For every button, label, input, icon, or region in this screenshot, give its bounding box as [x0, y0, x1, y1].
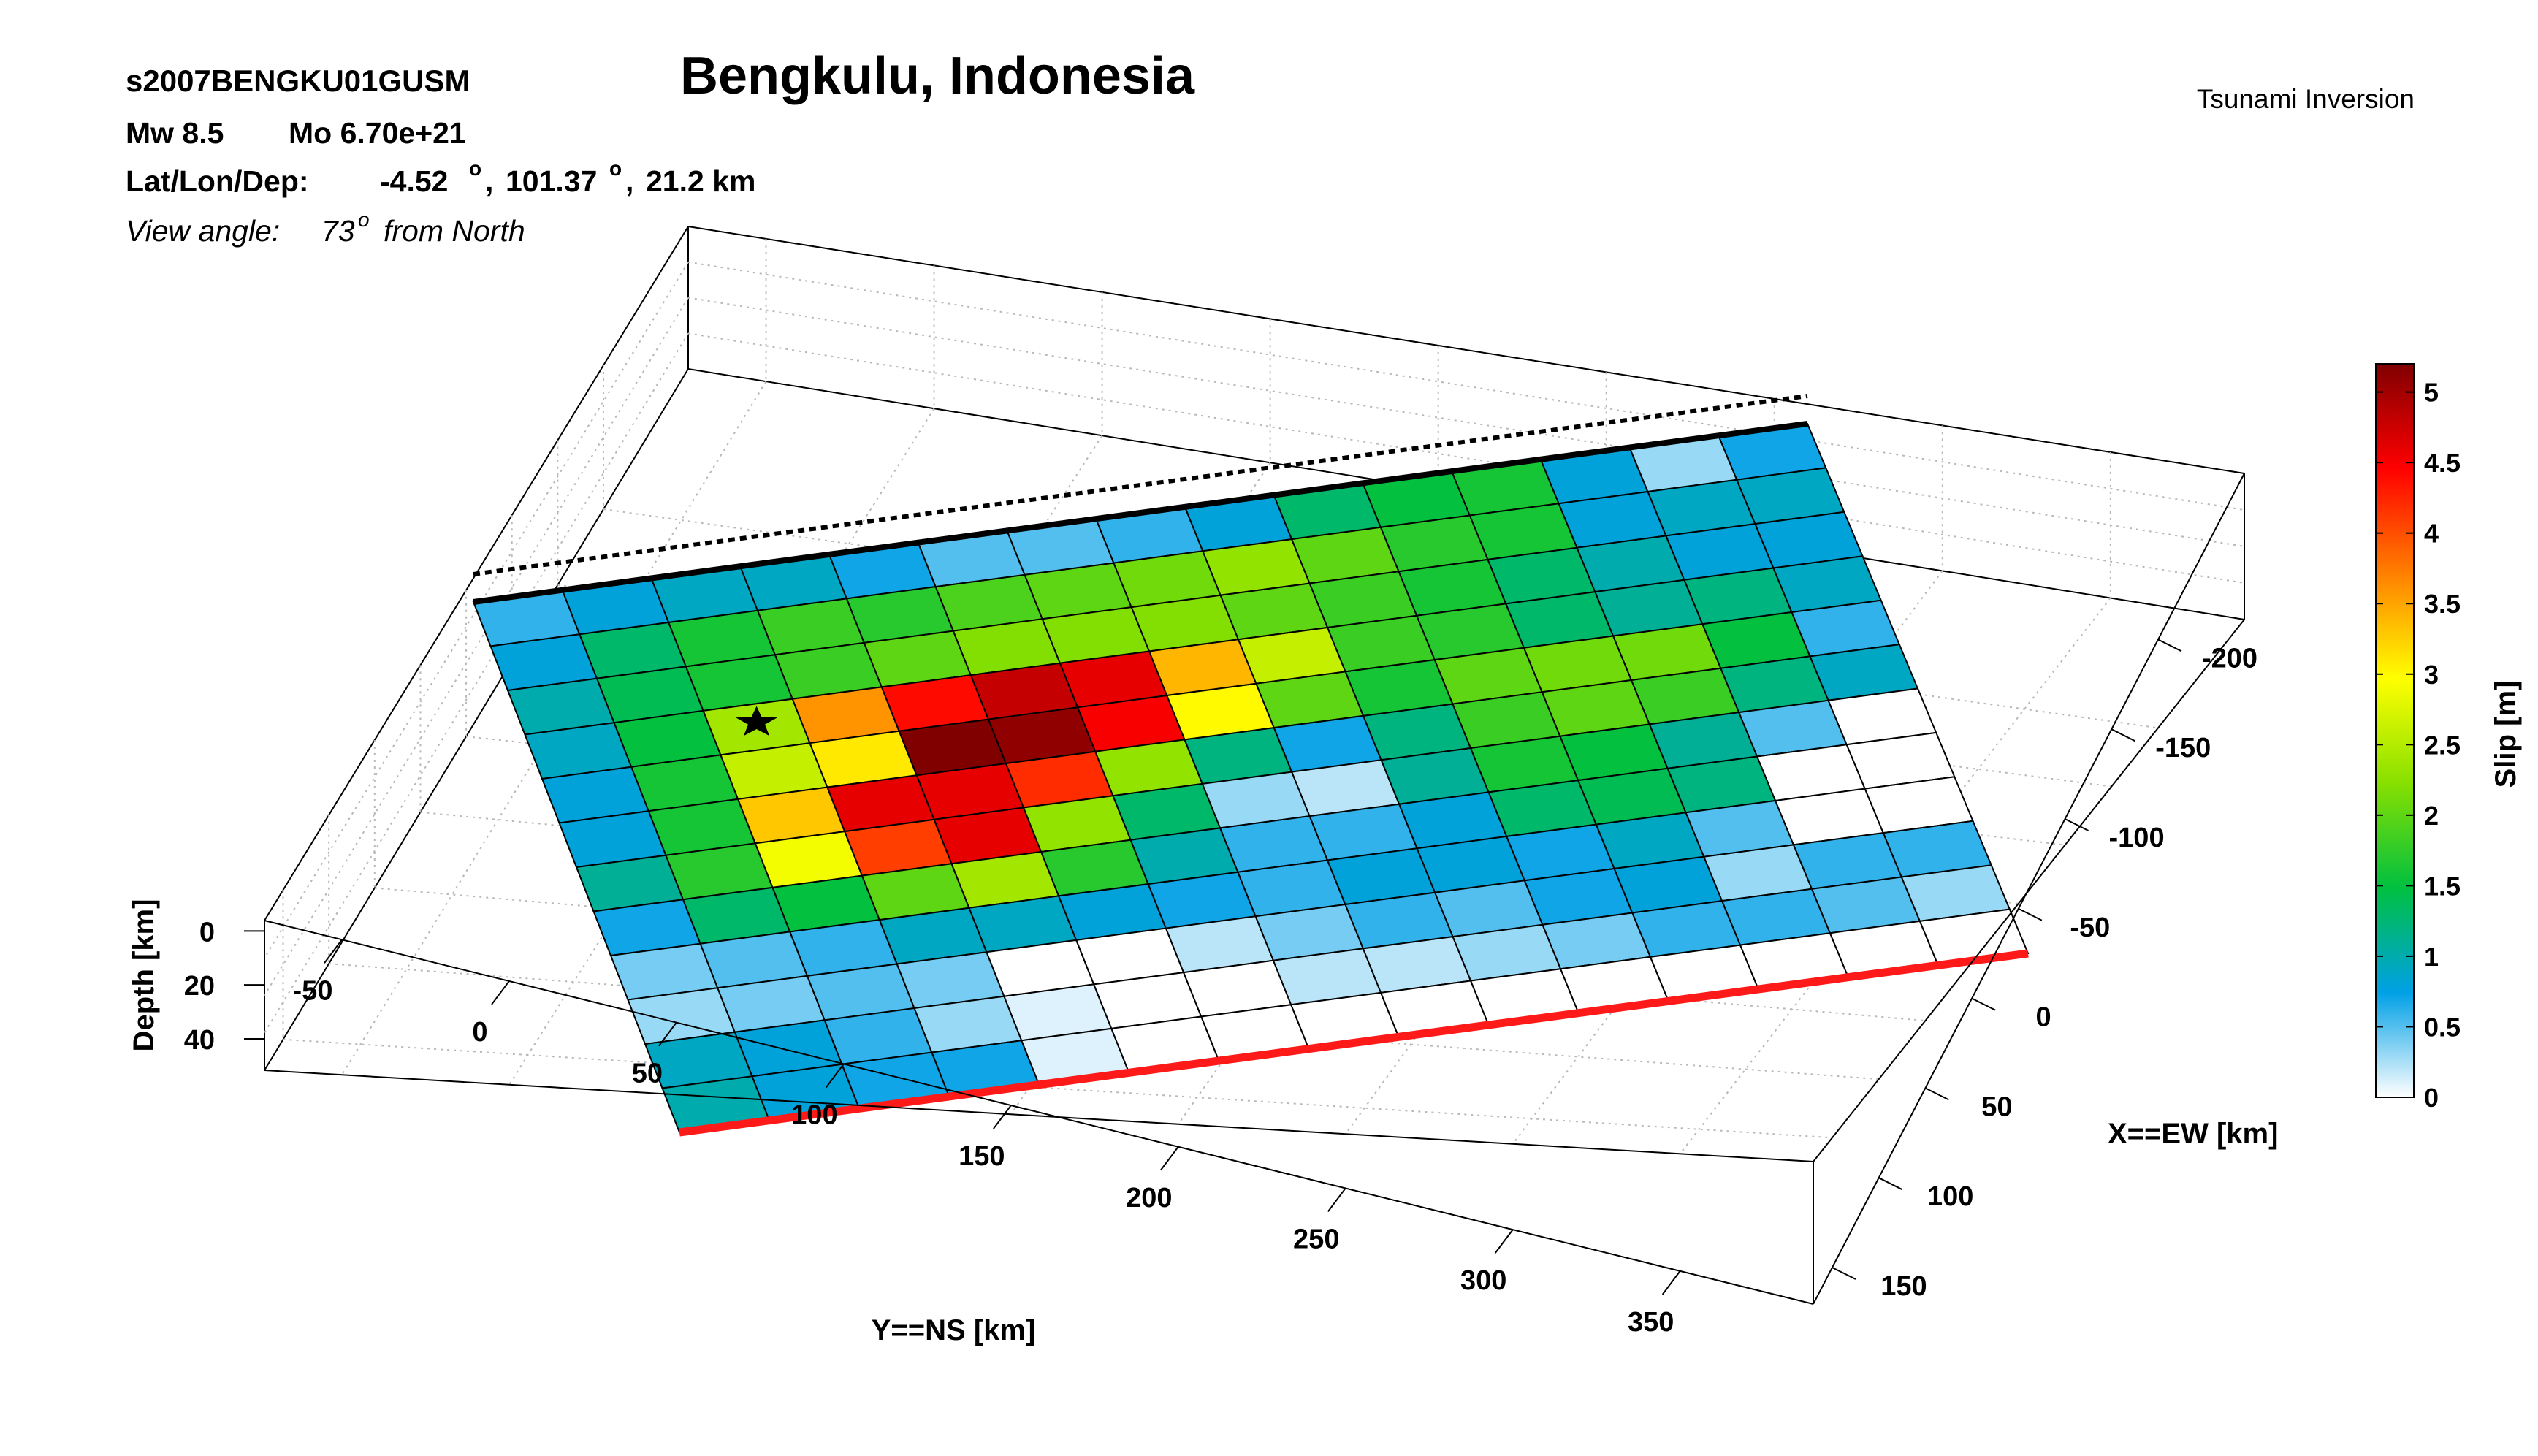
y-tick-mark [1494, 1229, 1514, 1254]
grid-line-ns [1679, 597, 2111, 1154]
y-tick-mark [1160, 1146, 1179, 1171]
grid-line-depth [264, 297, 689, 996]
y-tick-label: 50 [632, 1059, 663, 1089]
fault-projection-dashed [473, 394, 1808, 576]
plot-box-front [264, 473, 2245, 1305]
slip-patches [472, 422, 2030, 1134]
box-front-edge [1813, 619, 2245, 1162]
colorbar-label: Slip [m] [2490, 681, 2522, 788]
colorbar: 0 0.5 1 1.5 2 2.5 3 3.5 4 4.5 5 [2375, 363, 2461, 1113]
event-id: s2007BENGKU01GUSM [126, 64, 470, 98]
y-tick-label: 300 [1460, 1265, 1506, 1296]
y-tick-label: 150 [959, 1141, 1005, 1172]
depth-axis-label: Depth [km] [128, 899, 160, 1052]
colorbar-tick-label: 2.5 [2424, 730, 2461, 760]
y-tick-mark [324, 939, 343, 964]
latitude: -4.52 [380, 164, 448, 198]
lat-comma: , [485, 164, 493, 198]
view-angle-suffix: from North [384, 214, 525, 248]
y-tick-label: 200 [1126, 1183, 1172, 1213]
x-tick-label: -150 [2155, 733, 2211, 763]
colorbar-tick-label: 3.5 [2424, 589, 2461, 619]
x-tick-mark [1878, 1177, 1903, 1191]
x-tick-mark [2111, 728, 2135, 742]
depth-tick-label: 0 [199, 917, 215, 948]
axis-ticks: -50050100150200250300350-200-150-100-500… [184, 639, 2257, 1338]
y-tick-label: 350 [1628, 1307, 1674, 1338]
method-label: Tsunami Inversion [2197, 84, 2415, 114]
y-axis-label: Y==NS [km] [872, 1314, 1036, 1346]
lon-comma: , [625, 164, 633, 198]
star-icon [736, 706, 778, 736]
magnitude: Mw 8.5 [126, 116, 224, 150]
box-top-edge [687, 226, 2245, 474]
box-front-edge [264, 1070, 1814, 1162]
y-tick-mark [491, 980, 510, 1005]
colorbar-tick-label: 4.5 [2424, 448, 2461, 478]
y-tick-label: 100 [791, 1099, 837, 1130]
view-angle-degree: o [358, 208, 370, 231]
y-tick-label: 250 [1293, 1224, 1339, 1254]
depth-tick-label: 20 [184, 971, 215, 1002]
trench-line [679, 949, 2029, 1137]
colorbar-tick-label: 1 [2424, 942, 2439, 972]
depth-tick-label: 40 [184, 1025, 215, 1056]
view-angle-line: View angle: 73 o from North [126, 208, 525, 248]
location-label: Lat/Lon/Dep: [126, 164, 309, 198]
hypo-depth: 21.2 km [646, 164, 755, 198]
y-tick-mark [1661, 1270, 1681, 1295]
colorbar-tick-label: 5 [2424, 378, 2439, 408]
colorbar-tick-label: 2 [2424, 801, 2439, 831]
grid-line-depth [264, 332, 689, 1034]
x-tick-label: 50 [1981, 1091, 2012, 1122]
seismic-moment: Mo 6.70e+21 [289, 116, 466, 150]
x-tick-label: 100 [1927, 1181, 1973, 1212]
box-front-edge [264, 920, 1814, 1305]
colorbar-tick-label: 4 [2424, 519, 2439, 549]
y-tick-mark [658, 1022, 677, 1047]
colorbar-bar [2375, 363, 2415, 1098]
y-tick-mark [1327, 1187, 1346, 1213]
fault-top-edge [473, 421, 1808, 605]
colorbar-tick-label: 0.5 [2424, 1012, 2461, 1042]
colorbar-tick-label: 0 [2424, 1083, 2439, 1113]
x-tick-mark [2018, 907, 2043, 921]
x-tick-label: -100 [2109, 823, 2165, 853]
grid-line-ns [508, 408, 935, 1086]
colorbar-tick-label: 1.5 [2424, 871, 2461, 901]
grid-line-ns [341, 381, 767, 1075]
x-tick-label: -200 [2202, 643, 2257, 674]
y-tick-mark [826, 1063, 845, 1088]
x-tick-mark [1832, 1267, 1856, 1280]
lat-degree: o [469, 157, 481, 180]
fault-edges [473, 394, 2029, 1137]
x-tick-mark [2065, 818, 2089, 831]
y-tick-label: 0 [472, 1017, 487, 1048]
x-tick-label: 150 [1880, 1271, 1927, 1302]
longitude: 101.37 [506, 164, 597, 198]
grid-line-ew [283, 1038, 1833, 1139]
location-line: Lat/Lon/Dep: -4.52 o , 101.37 o , 21.2 k… [126, 157, 755, 198]
colorbar-tick-label: 3 [2424, 660, 2439, 690]
grid-line-depth [264, 262, 689, 958]
x-tick-mark [1971, 997, 1996, 1011]
view-angle-value: 73 [321, 214, 355, 248]
y-tick-mark [993, 1105, 1012, 1129]
box-edge [264, 368, 689, 1071]
x-tick-label: 0 [2036, 1002, 2051, 1033]
chart-title: Bengkulu, Indonesia [680, 47, 1195, 105]
x-tick-mark [2157, 639, 2182, 652]
x-axis-label: X==EW [km] [2108, 1118, 2278, 1150]
x-tick-label: -50 [2070, 912, 2110, 943]
lon-degree: o [609, 157, 622, 180]
x-tick-mark [1924, 1087, 1949, 1101]
box-front-edge [1813, 473, 2245, 1305]
view-angle-label: View angle: [126, 214, 280, 248]
y-tick-label: -50 [293, 975, 333, 1006]
